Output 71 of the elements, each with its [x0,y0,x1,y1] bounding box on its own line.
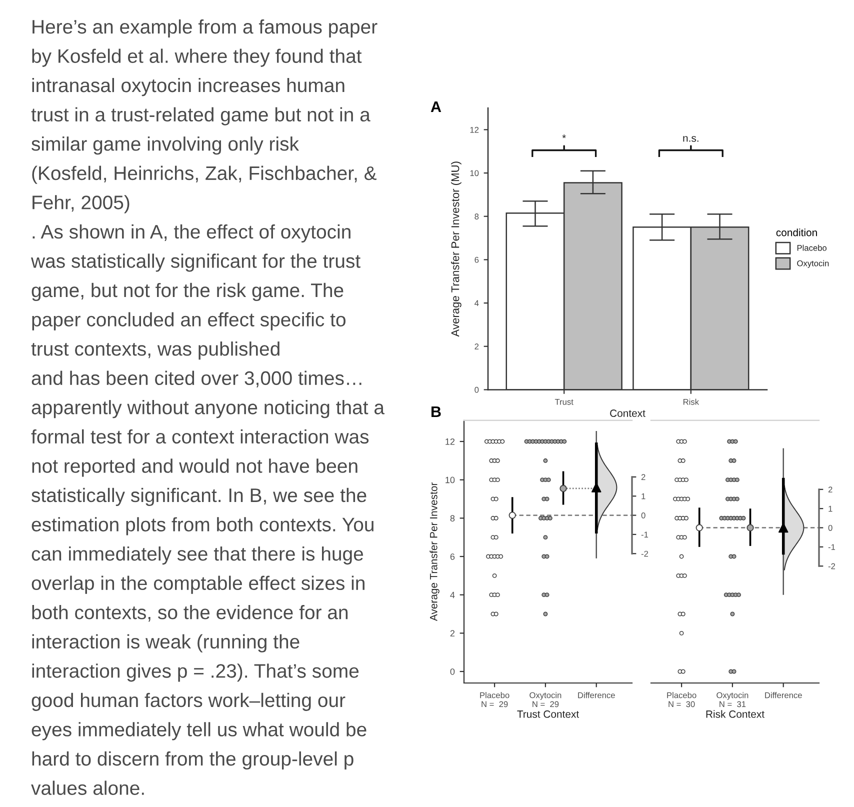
text: and has been cited over 3,000 times… [32,370,362,388]
y2-tick-label: 0 [641,512,646,518]
text: B [432,406,441,417]
y2-tick-label: -2 [828,563,836,570]
legend-label: Placebo [797,244,827,251]
text: values alone. [31,780,144,795]
text: by Kosfeld et al. where they found that [32,48,362,67]
text: hard to discern from the group-level p [32,751,354,770]
text: trust contexts, was published [31,341,280,360]
text: eyes immediately tell us what would be [32,722,366,740]
x-tick-label: Trust [554,399,574,405]
x-axis-title: Context [610,410,646,417]
y-tick-label: 0 [474,386,479,393]
text: (Kosfeld, Heinrichs, Zak, Fischbacher, & [32,166,377,184]
legend-title: condition [776,228,817,236]
y-tick-label: 10 [470,170,479,176]
x-tick-label: Placebo N = 29 [480,692,510,708]
text: Fehr, 2005) [32,195,130,214]
text: paper concluded an effect specific to [32,312,346,330]
y2-tick-label: 1 [642,493,646,500]
y-tick-label: 4 [474,300,479,306]
y2-tick-label: 1 [828,506,832,512]
text: . As shown in A, the effect of oxytocin [32,224,350,242]
text: was statistically significant for the trust [30,254,360,272]
y-tick-label: 6 [474,256,479,263]
text: overlap in the comptable effect sizes in [32,576,364,594]
text: apparently without anyone noticing that a [32,400,384,418]
x-tick-label: Placebo N = 30 [667,692,696,708]
annotation: n.s. [683,136,698,142]
legend-label: Oxytocin [797,260,829,268]
x-tick-label: Difference [578,692,615,698]
text: interaction gives p = .23). That’s some [32,664,359,682]
y-axis-title: Average Transfer Per Investor [430,482,440,622]
text: both contexts, so the evidence for an [32,605,348,622]
text: Here’s an example from a famous paper [32,19,378,38]
y2-tick-label: -2 [641,550,648,557]
y2-tick-label: 2 [641,474,646,480]
y2-tick-label: 0 [828,524,832,531]
text: intranasal oxytocin increases human [32,78,344,96]
y2-tick-label: 2 [828,486,832,492]
y-tick-label: 6 [450,553,455,560]
y2-tick-label: -1 [828,544,836,550]
y-tick-label: 8 [474,214,479,220]
text: good human factors work–letting our [32,692,346,711]
y-tick-label: 0 [450,668,455,675]
y-tick-label: 2 [474,344,479,350]
x-tick-label: Oxytocin N = 31 [716,692,748,708]
y-tick-label: 10 [446,476,455,484]
text: statistically significant. In B, we see the [32,488,366,506]
y-tick-label: 12 [470,126,479,133]
y2-tick-label: -1 [641,532,648,538]
text: can immediately see that there is huge [32,546,364,565]
text: interaction is weak (running the [32,634,300,652]
x-axis-title: Trust Context [517,710,579,718]
y-axis-title: Average Transfer Per Investor (MU) [451,162,462,337]
annotation: * [562,134,566,138]
x-tick-label: Difference [765,692,802,698]
text: similar game involving only risk [32,136,300,155]
y-tick-label: 4 [450,592,455,598]
text: game, but not for the risk game. The [32,282,344,302]
y-tick-label: 2 [450,630,455,636]
text: estimation plots from both contexts. You [32,517,374,536]
x-tick-label: Risk [683,398,700,405]
text: not reported and would not have been [32,458,358,477]
text: trust in a trust-related game but not in a [31,107,370,126]
x-tick-label: Oxytocin N = 29 [530,692,562,708]
y-tick-label: 8 [450,515,455,522]
y-tick-label: 12 [446,438,455,445]
x-axis-title: Risk Context [706,710,764,718]
text: A [430,101,442,112]
text: formal test for a context interaction was [31,429,369,444]
